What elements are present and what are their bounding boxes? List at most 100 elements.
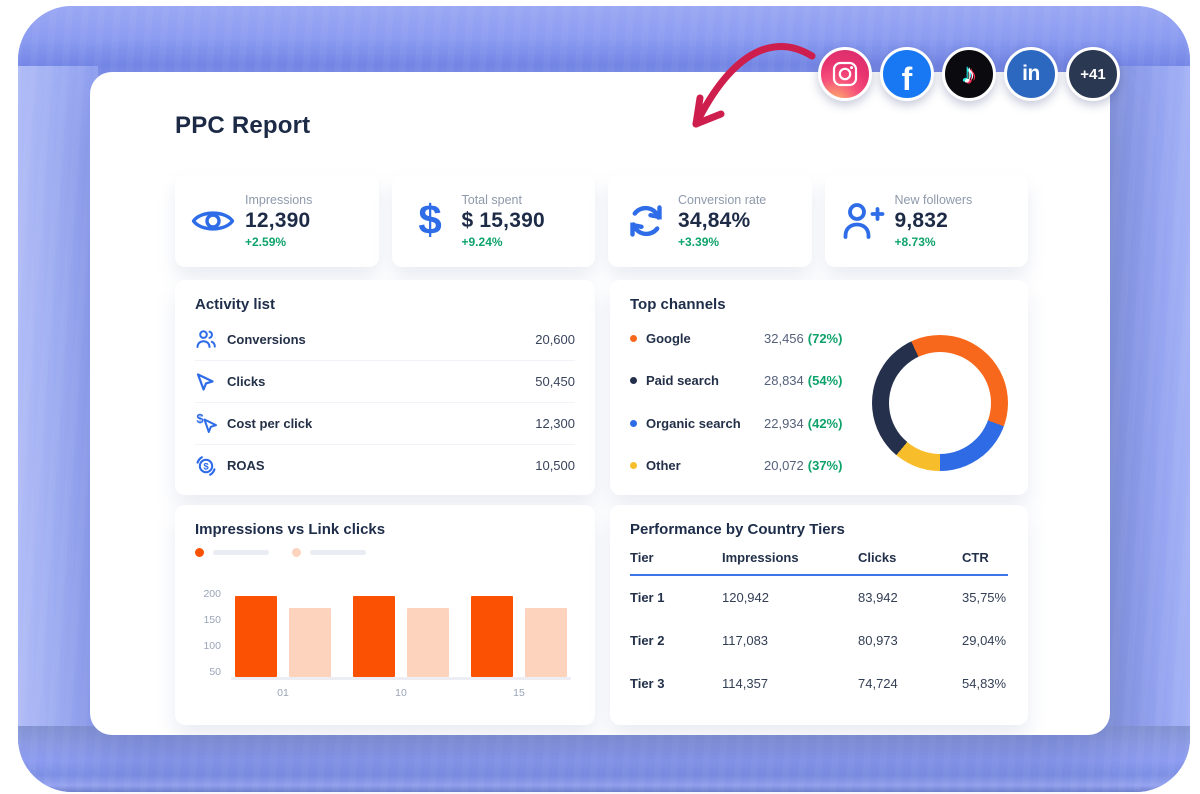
bar-impressions: [353, 596, 395, 677]
watercolor-right-band: [1104, 66, 1190, 752]
channel-row-paid-search: Paid search 28,834 (54%): [630, 360, 872, 403]
channel-value: 22,934: [764, 415, 804, 431]
channel-percent: (42%): [807, 415, 843, 431]
stat-card-conversion-rate: Conversion rate 34,84% +3.39%: [608, 175, 812, 267]
user-plus-icon: [837, 201, 889, 241]
channel-row-google: Google 32,456 (72%): [630, 317, 872, 360]
bar-link-clicks: [289, 608, 331, 677]
table-body: Tier 1 120,942 83,942 35,75% Tier 2 117,083 8…: [630, 576, 1008, 705]
cursor-icon: [195, 372, 227, 392]
stat-label: Conversion rate: [678, 193, 767, 207]
channels-legend: Google 32,456 (72%) Paid search 28,834 (…: [630, 317, 872, 487]
stat-delta: +8.73%: [894, 235, 936, 249]
stat-label: Impressions: [245, 193, 313, 207]
channel-percent: (37%): [807, 458, 843, 474]
table-cell: 120,942: [722, 590, 769, 605]
instagram-icon[interactable]: [818, 47, 872, 101]
stats-row: Impressions 12,390 +2.59% $ Total spent …: [175, 175, 1028, 267]
table-header-tier: Tier: [630, 550, 654, 565]
stat-label: New followers: [894, 193, 973, 207]
more-count-label: +41: [1080, 65, 1106, 83]
page-title: PPC Report: [175, 112, 311, 139]
legend-dot-icon: [195, 548, 204, 557]
stat-value: 12,390: [245, 209, 311, 232]
table-header-ctr: CTR: [962, 550, 989, 565]
report-card: PPC Report Impressions 12,390 +2.59% $ T…: [90, 72, 1110, 735]
bar-impressions: [471, 596, 513, 677]
tiktok-note-glyph: ♪: [962, 58, 976, 89]
activity-row-clicks: Clicks 50,450: [195, 361, 575, 403]
x-tick-label: 01: [277, 687, 289, 699]
activity-value: 10,500: [535, 458, 575, 473]
refresh-icon: [620, 201, 672, 241]
stat-text: Conversion rate 34,84% +3.39%: [678, 193, 766, 249]
channel-row-organic-search: Organic search 22,934 (42%): [630, 402, 872, 445]
top-channels-title: Top channels: [630, 296, 726, 313]
channel-value: 32,456: [764, 330, 804, 346]
y-tick-label: 150: [203, 613, 221, 626]
country-tiers-title: Performance by Country Tiers: [630, 521, 845, 538]
legend-placeholder-pill: [310, 550, 366, 555]
svg-text:$: $: [196, 412, 204, 426]
table-cell: 80,973: [858, 633, 898, 648]
bar-chart-title: Impressions vs Link clicks: [195, 521, 386, 538]
stat-value: 34,84%: [678, 209, 751, 232]
x-tick-label: 10: [395, 687, 407, 699]
bar-link-clicks: [407, 608, 449, 677]
svg-text:$: $: [203, 461, 209, 472]
impressions-vs-clicks-card: Impressions vs Link clicks 200 150 100 50 01…: [175, 505, 595, 725]
linkedin-icon[interactable]: in: [1004, 47, 1058, 101]
facebook-f-glyph: f: [901, 60, 913, 97]
activity-row-cost-per-click: $ Cost per click 12,300: [195, 403, 575, 445]
tiktok-icon[interactable]: ♪: [942, 47, 996, 101]
table-cell: Tier 3: [630, 676, 665, 691]
stat-text: Total spent $ 15,390 +9.24%: [462, 193, 545, 249]
watercolor-left-band: [18, 66, 98, 752]
activity-row-roas: $ ROAS 10,500: [195, 445, 575, 486]
table-header-clicks: Clicks: [858, 550, 897, 565]
stat-value: $ 15,390: [461, 209, 545, 232]
stat-card-new-followers: New followers 9,832 +8.73%: [824, 175, 1028, 267]
x-tick-label: 15: [513, 687, 525, 699]
channel-dot-icon: [630, 419, 637, 427]
people-icon: [195, 329, 227, 350]
country-tiers-card: Performance by Country Tiers Tier Impress…: [610, 505, 1028, 725]
roas-icon: $: [195, 455, 227, 477]
table-row: Tier 3 114,357 74,724 54,83%: [630, 662, 1008, 705]
activity-label: Cost per click: [227, 416, 313, 431]
table-header-row: Tier Impressions Clicks CTR: [630, 550, 1008, 576]
bar-chart-plot: 200 150 100 50 01 10 15: [195, 565, 575, 703]
y-tick-label: 50: [209, 665, 221, 678]
activity-label: ROAS: [227, 458, 265, 473]
bar-chart-legend: [195, 548, 575, 557]
activity-label: Clicks: [227, 374, 266, 389]
activity-value: 20,600: [535, 332, 575, 347]
social-icons-row: f ♪ in +41: [818, 47, 1120, 101]
table-cell: 83,942: [858, 590, 898, 605]
channel-value: 20,072: [764, 458, 804, 474]
stat-delta: +2.59%: [245, 235, 287, 249]
channel-percent: (54%): [807, 373, 843, 389]
more-count-badge[interactable]: +41: [1066, 47, 1120, 101]
table-cell: 35,75%: [962, 590, 1007, 605]
stat-value: 9,832: [894, 209, 949, 232]
table-header-impressions: Impressions: [722, 550, 799, 565]
stat-label: Total spent: [461, 193, 522, 207]
stat-text: New followers 9,832 +8.73%: [895, 193, 973, 249]
activity-rows: Conversions 20,600 Clicks 50,450 $ Cost …: [195, 319, 575, 486]
stat-text: Impressions 12,390 +2.59%: [245, 193, 312, 249]
eye-icon: [187, 206, 239, 236]
tiers-table: Tier Impressions Clicks CTR Tier 1 120,942 83…: [630, 550, 1008, 705]
facebook-icon[interactable]: f: [880, 47, 934, 101]
cost-click-icon: $: [195, 412, 227, 435]
channel-dot-icon: [630, 334, 637, 342]
bar-link-clicks: [525, 608, 567, 677]
activity-row-conversions: Conversions 20,600: [195, 319, 575, 361]
activity-list-card: Activity list Conversions 20,600 Clicks …: [175, 280, 595, 495]
table-cell: 54,83%: [962, 676, 1007, 691]
legend-dot-icon: [292, 548, 301, 557]
y-tick-label: 100: [203, 639, 221, 652]
table-cell: 117,083: [722, 633, 769, 648]
activity-label: Conversions: [227, 332, 306, 347]
x-axis-line: [231, 677, 571, 680]
